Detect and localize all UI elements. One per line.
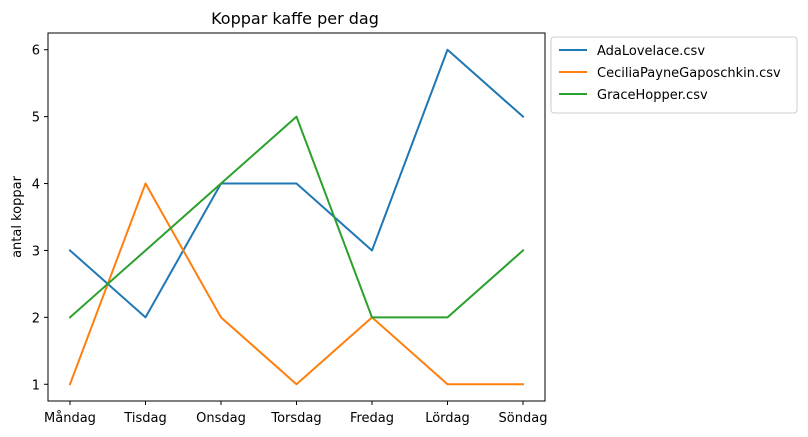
y-tick-label: 4 — [32, 178, 40, 193]
plot-frame — [47, 32, 546, 402]
series-line-1 — [68, 48, 525, 319]
x-tick-label: Tisdag — [123, 411, 166, 426]
y-tick-label: 6 — [32, 44, 40, 59]
series-line-3 — [68, 115, 525, 319]
legend-label: GraceHopper.csv — [597, 88, 708, 103]
x-tick-label: Måndag — [44, 411, 96, 426]
y-tick-label: 1 — [32, 378, 40, 393]
y-tick-label: 5 — [32, 111, 40, 126]
y-tick-label: 2 — [32, 311, 40, 326]
legend-label: CeciliaPayneGaposchkin.csv — [597, 66, 781, 81]
legend-box — [550, 36, 798, 114]
series-line-2 — [68, 182, 524, 386]
x-tick-label: Onsdag — [196, 411, 246, 426]
plot-area: 1 2 3 4 5 6 Måndag Tisdag Onsdag Torsdag Fredag Lör… — [32, 32, 548, 426]
x-tick-label: Lördag — [425, 411, 470, 426]
y-tick-label: 3 — [32, 244, 40, 259]
x-tick-label: Torsdag — [270, 411, 321, 426]
legend-label: AdaLovelace.csv — [597, 44, 705, 59]
legend: AdaLovelace.csv CeciliaPayneGaposchkin.cs… — [550, 36, 798, 114]
y-axis-label: antal koppar — [10, 175, 25, 258]
x-tick-label: Söndag — [499, 411, 548, 426]
chart-title: Koppar kaffe per dag — [211, 9, 379, 28]
x-tick-label: Fredag — [350, 411, 394, 426]
